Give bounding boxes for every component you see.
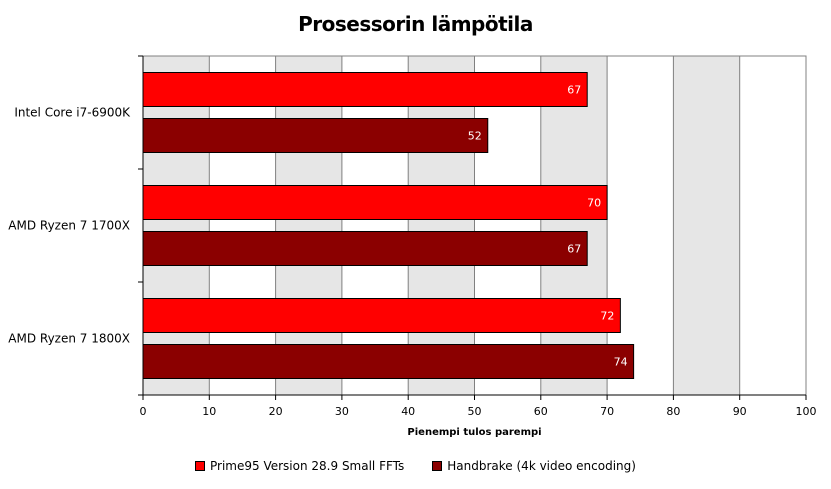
bar [142, 298, 621, 333]
legend-label-handbrake: Handbrake (4k video encoding) [447, 459, 636, 473]
x-tick-label: 30 [335, 405, 349, 418]
legend-swatch-prime95 [195, 461, 206, 471]
category-label: Intel Core i7-6900K [14, 106, 131, 120]
bar-value-label: 74 [614, 356, 628, 369]
bar [142, 72, 588, 107]
legend: Prime95 Version 28.9 Small FFTs Handbrak… [0, 459, 831, 473]
background-band [739, 56, 806, 395]
bar-value-label: 52 [468, 130, 482, 143]
background-band [474, 56, 541, 395]
legend-item-prime95: Prime95 Version 28.9 Small FFTs [195, 459, 404, 473]
x-tick-label: 90 [733, 405, 747, 418]
background-band [275, 56, 342, 395]
background-band [341, 56, 409, 395]
background-band [673, 56, 740, 395]
category-label: AMD Ryzen 7 1800X [8, 332, 130, 346]
bar [142, 344, 635, 379]
background-band [209, 56, 276, 395]
bar-value-label: 72 [600, 310, 614, 323]
bar-value-label: 70 [587, 197, 601, 210]
x-tick-label: 20 [269, 405, 283, 418]
x-tick-label: 40 [401, 405, 415, 418]
background-band [143, 56, 210, 395]
legend-item-handbrake: Handbrake (4k video encoding) [432, 459, 636, 473]
background-band [408, 56, 475, 395]
legend-label-prime95: Prime95 Version 28.9 Small FFTs [210, 459, 405, 473]
x-axis-title: Pienempi tulos parempi [407, 427, 541, 438]
x-tick-label: 0 [140, 405, 147, 418]
category-label: AMD Ryzen 7 1700X [8, 219, 130, 233]
legend-swatch-handbrake [432, 461, 443, 471]
bar [142, 118, 489, 153]
x-tick-label: 80 [666, 405, 680, 418]
x-tick-label: 10 [202, 405, 216, 418]
x-tick-label: 70 [600, 405, 614, 418]
bar-value-label: 67 [567, 84, 581, 97]
bar [142, 185, 608, 220]
background-band [607, 56, 674, 395]
x-tick-label: 60 [534, 405, 548, 418]
x-tick-label: 100 [796, 405, 817, 418]
background-band [540, 56, 608, 395]
bar [142, 231, 588, 266]
x-tick-label: 50 [468, 405, 482, 418]
bar-value-label: 67 [567, 243, 581, 256]
chart-title: Prosessorin lämpötila [298, 12, 533, 36]
